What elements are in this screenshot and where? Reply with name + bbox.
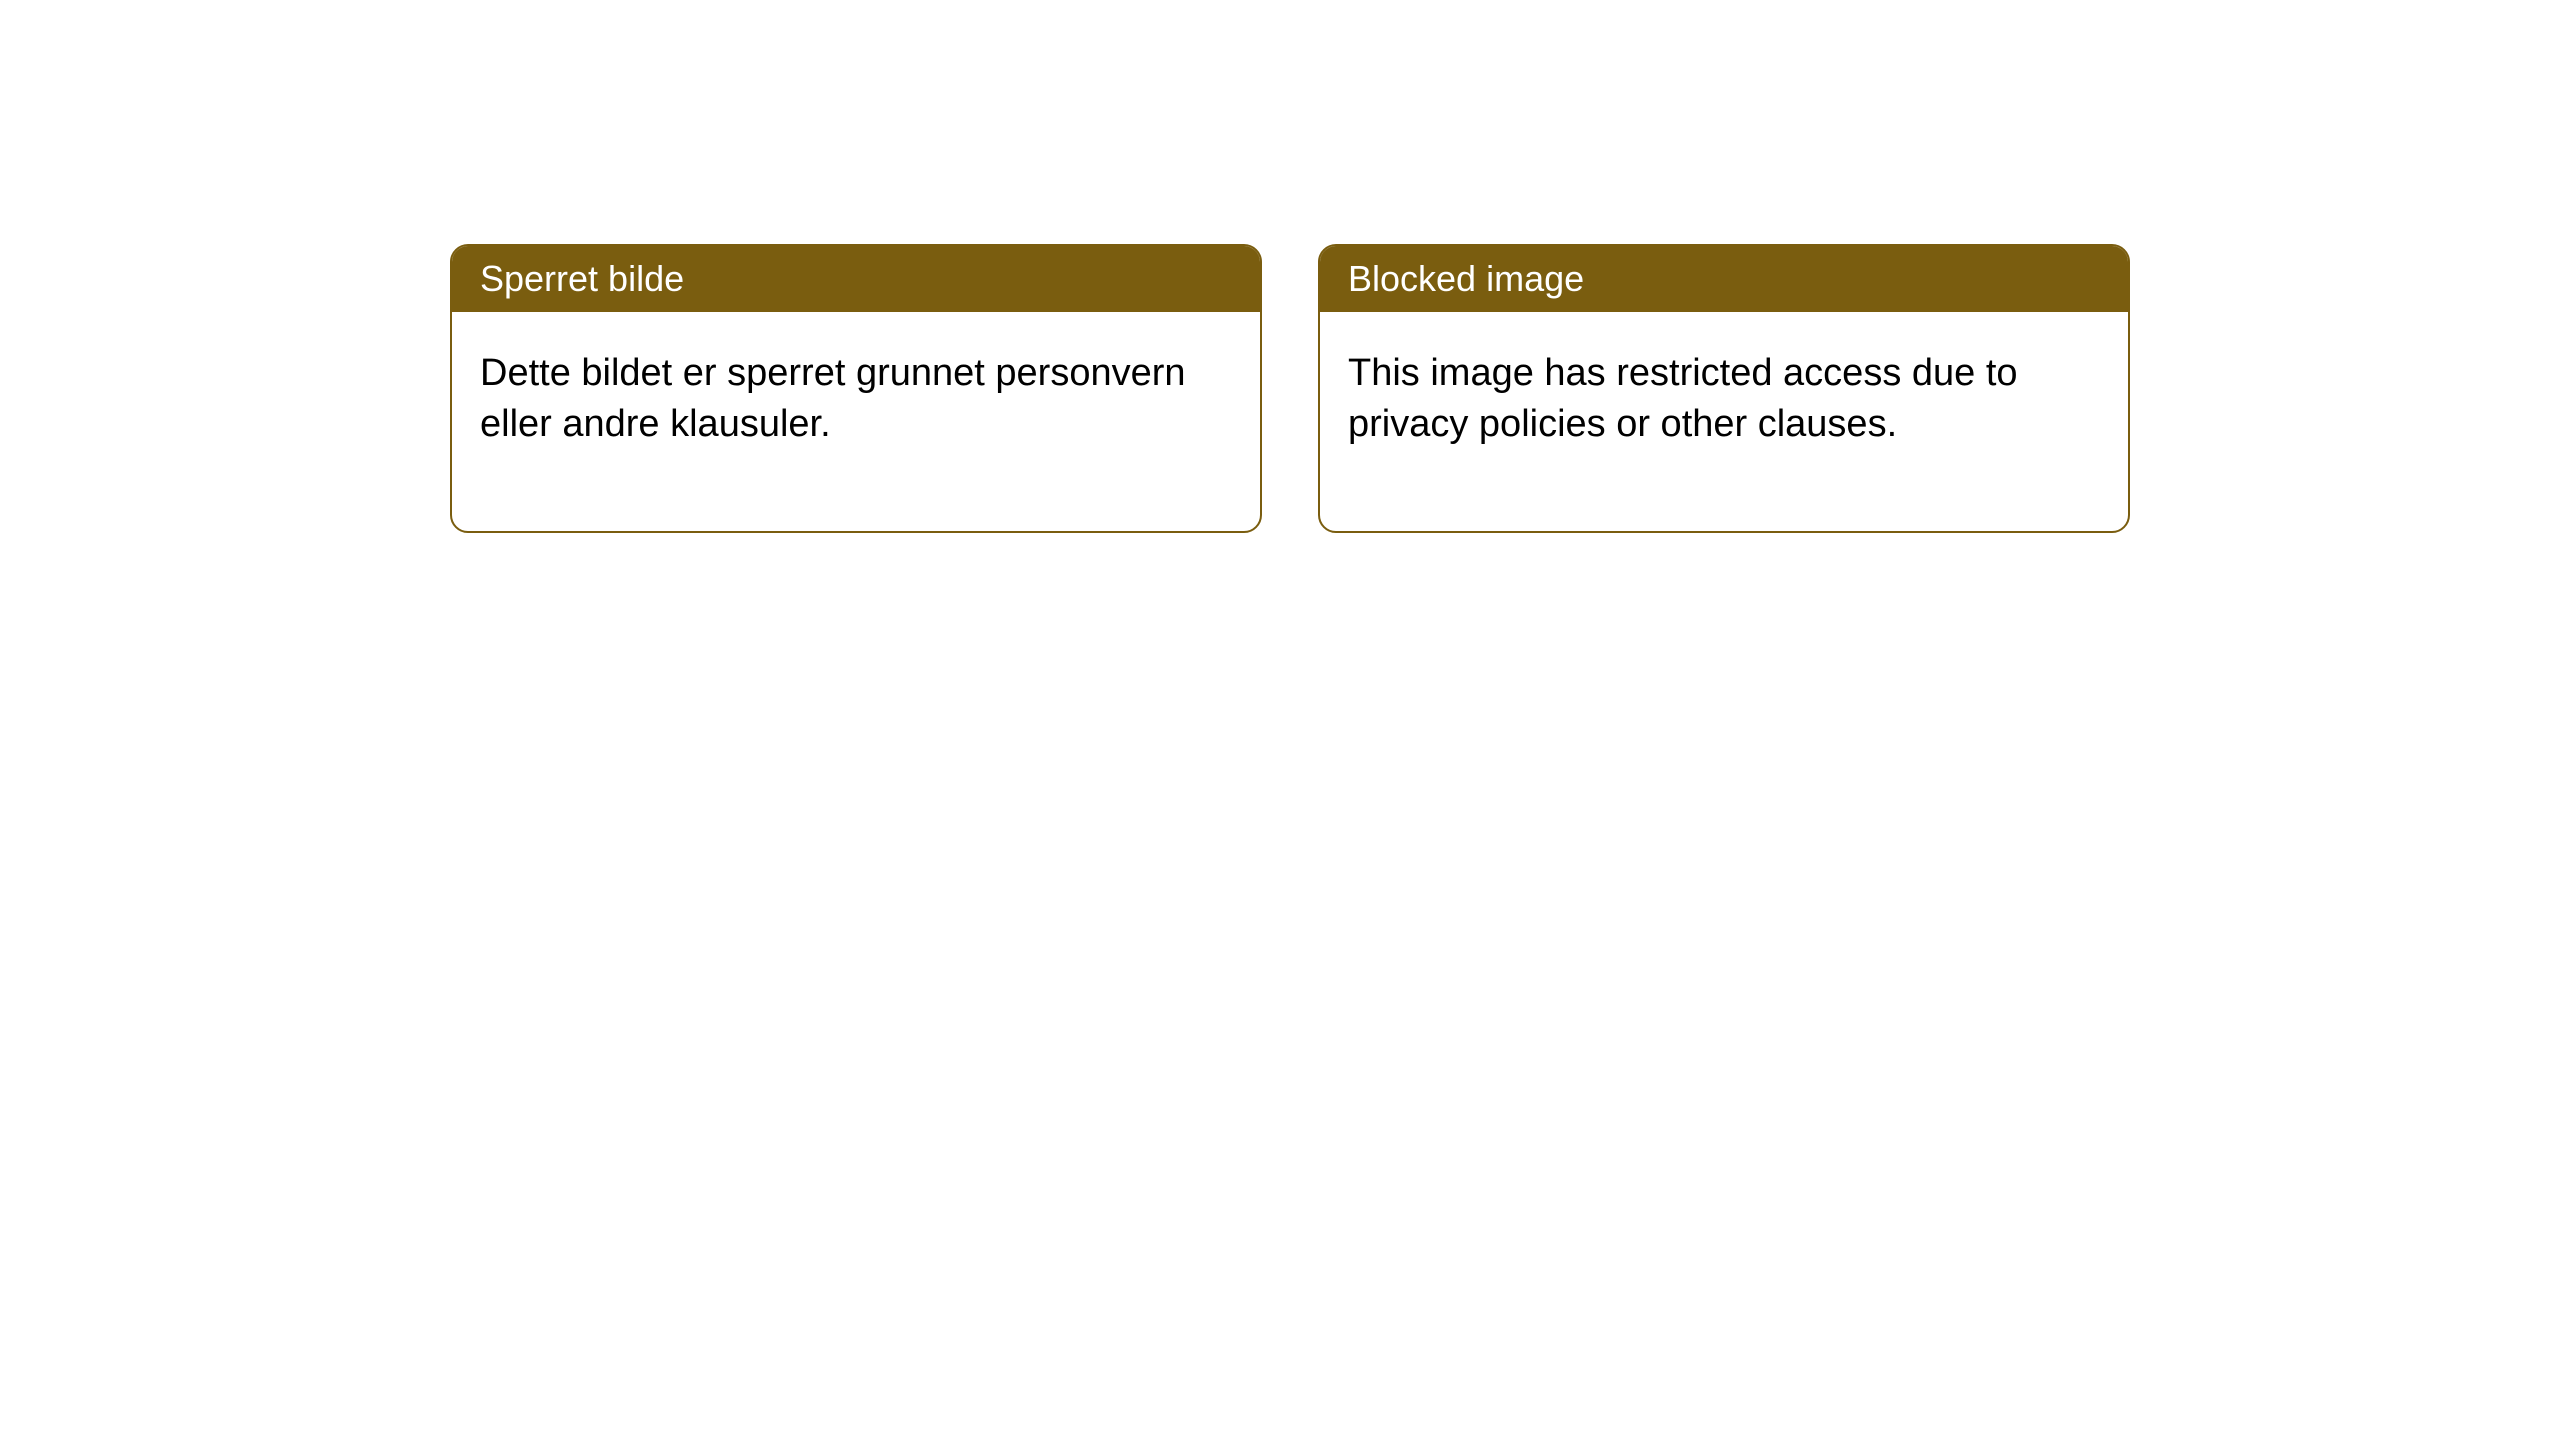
notice-body: Dette bildet er sperret grunnet personve… [452,312,1260,531]
notice-title: Blocked image [1320,246,2128,312]
notice-title: Sperret bilde [452,246,1260,312]
notice-body: This image has restricted access due to … [1320,312,2128,531]
notice-card-english: Blocked image This image has restricted … [1318,244,2130,533]
notice-card-norwegian: Sperret bilde Dette bildet er sperret gr… [450,244,1262,533]
notice-container: Sperret bilde Dette bildet er sperret gr… [0,0,2560,533]
